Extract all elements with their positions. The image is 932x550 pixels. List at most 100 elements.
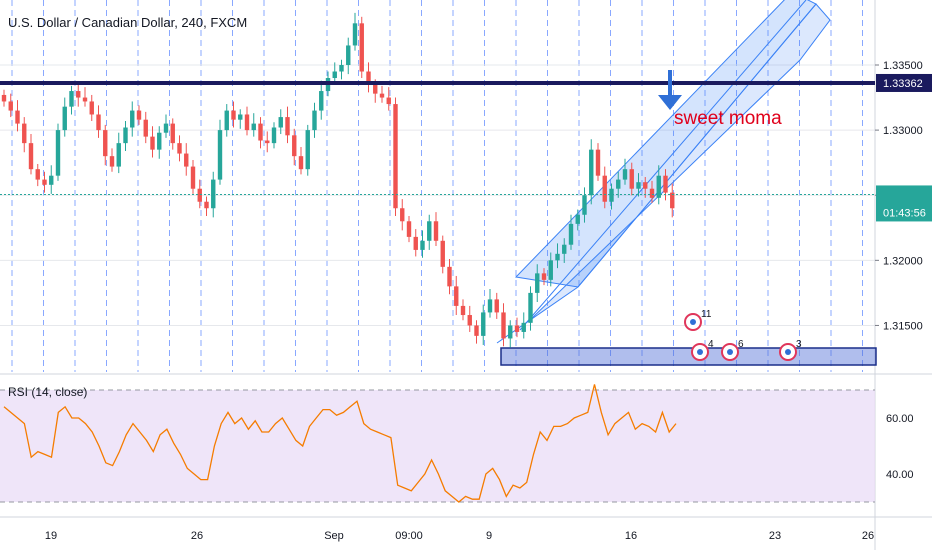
event-count: 4	[708, 339, 714, 350]
candle-body	[211, 179, 216, 209]
candle-body	[609, 188, 614, 202]
candle-body	[55, 130, 61, 176]
candle-body	[231, 110, 236, 120]
candle-body	[49, 175, 54, 185]
support-zone[interactable]	[500, 347, 877, 366]
candle-body	[298, 156, 304, 170]
candle-body	[15, 110, 20, 124]
candle-body	[447, 266, 452, 287]
candle-body	[278, 117, 283, 128]
candle-body	[143, 119, 148, 137]
candle-body	[271, 127, 277, 144]
candle-body	[163, 123, 169, 133]
candle-body	[76, 91, 81, 98]
time-tick-label: 19	[45, 530, 57, 542]
event-markers: 11 4 6 3	[684, 309, 802, 361]
candle-body	[42, 179, 47, 185]
sweet-moma-annotation: sweet moma	[674, 108, 782, 129]
price-axis: 1.335001.330001.325001.320001.315001.333…	[875, 60, 932, 481]
candle-body	[184, 153, 189, 167]
candle-body	[555, 253, 560, 261]
candle-body	[217, 130, 223, 180]
resistance-price-tag	[876, 73, 932, 92]
candle-body	[1, 94, 7, 102]
candle-body	[157, 132, 162, 150]
price-tick-label: 1.31500	[883, 320, 923, 332]
candle-body	[582, 195, 587, 215]
event-flag-center-icon	[697, 349, 703, 355]
candle-body	[487, 299, 493, 313]
price-tick-label: 1.32000	[883, 255, 923, 267]
candle-body	[28, 143, 34, 170]
candle-body	[562, 244, 567, 254]
candle-body	[305, 130, 310, 170]
candle-body	[366, 71, 371, 85]
candle-body	[541, 273, 547, 280]
rsi-tick-label: 40.00	[886, 469, 914, 481]
candle-body	[359, 23, 364, 72]
candle-body	[508, 325, 513, 339]
candle-body	[440, 240, 445, 267]
price-candles	[1, 12, 675, 348]
candle-body	[521, 322, 526, 332]
rsi-title: RSI (14, close)	[8, 385, 87, 399]
candle-body	[636, 182, 641, 189]
rsi-line	[3, 384, 677, 503]
candle-body	[406, 221, 412, 237]
last-price-tag	[876, 185, 932, 222]
rsi-band	[0, 390, 875, 502]
candle-body	[265, 140, 270, 144]
candle-body	[170, 123, 175, 144]
candle-body	[663, 175, 668, 193]
candle-body	[103, 130, 108, 157]
candle-body	[649, 188, 655, 198]
event-flag-center-icon	[727, 349, 733, 355]
candle-body	[420, 240, 425, 250]
candle-body	[629, 169, 634, 189]
candle-body	[123, 127, 128, 144]
support-rectangle	[500, 347, 877, 366]
candle-body	[346, 45, 351, 65]
candle-body	[474, 325, 479, 336]
time-tick-label: 23	[769, 530, 781, 542]
candle-body	[575, 214, 580, 224]
candle-body	[393, 104, 398, 209]
candle-body	[62, 106, 67, 131]
channel-median-line	[519, 0, 807, 331]
candle-body	[413, 236, 418, 250]
candle-body	[251, 123, 256, 131]
candle-body	[494, 299, 499, 313]
candle-body	[454, 286, 459, 306]
candle-body	[373, 84, 378, 94]
candle-body	[400, 208, 405, 222]
candle-body	[602, 175, 607, 202]
candle-body	[109, 156, 115, 167]
candle-body	[224, 110, 229, 131]
event-count: 11	[701, 309, 712, 320]
price-tick-label: 1.33500	[883, 60, 923, 72]
candle-body	[467, 315, 472, 326]
event-flag-center-icon	[785, 349, 791, 355]
candle-body	[379, 93, 385, 98]
candle-body	[514, 325, 520, 332]
candle-body	[339, 65, 344, 72]
candle-body	[616, 179, 621, 189]
candle-body	[481, 312, 486, 336]
candle-body	[285, 117, 290, 136]
candle-body	[312, 110, 317, 131]
event-flag-center-icon	[690, 319, 696, 325]
ascending-channel[interactable]	[496, 0, 831, 344]
candle-body	[136, 110, 142, 120]
candle-body	[670, 192, 675, 209]
candle-body	[8, 101, 13, 111]
time-tick-label: 16	[625, 530, 637, 542]
candle-body	[427, 221, 432, 241]
candle-body	[258, 123, 263, 141]
candle-body	[548, 260, 553, 280]
down-arrow-icon	[658, 70, 682, 110]
candle-body	[82, 97, 88, 102]
candle-body	[589, 149, 594, 196]
